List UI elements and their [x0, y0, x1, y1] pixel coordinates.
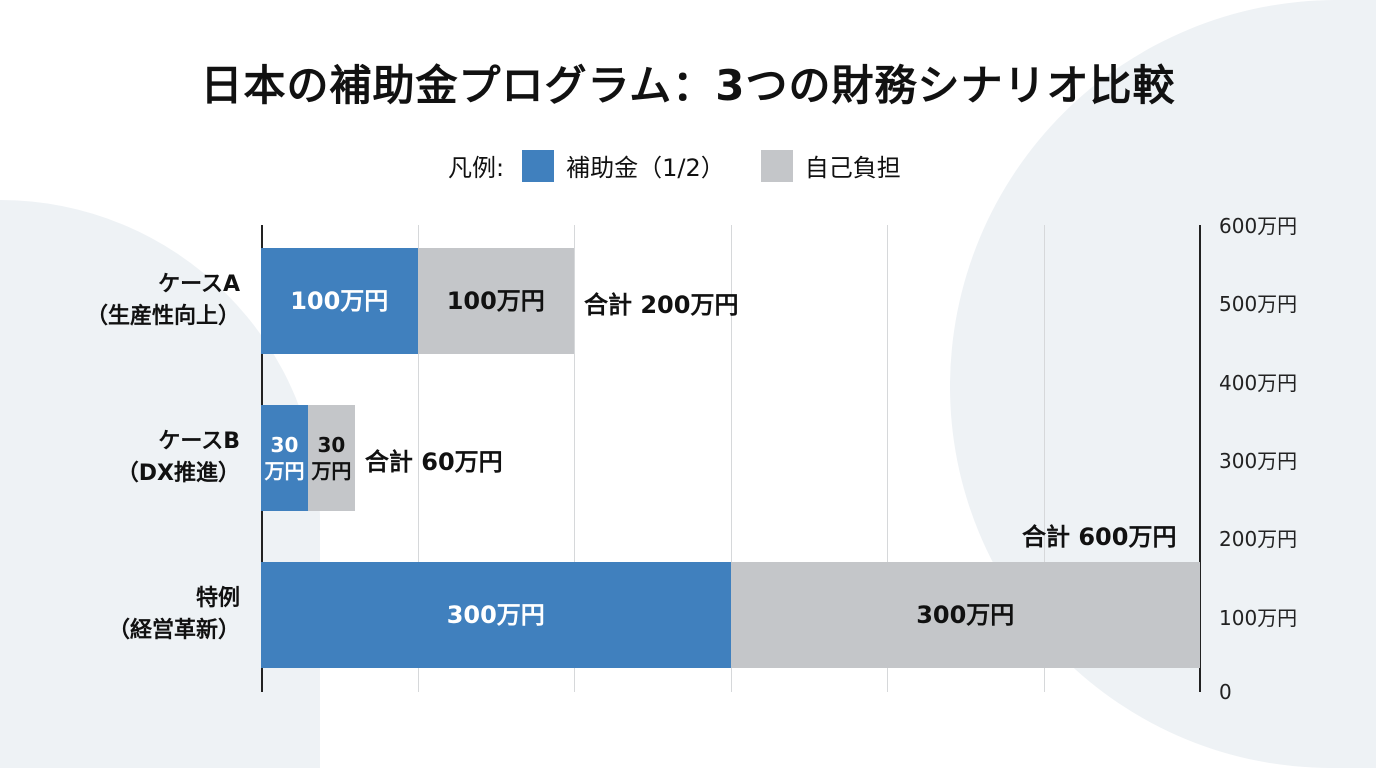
legend: 凡例: 補助金（1/2） 自己負担 — [448, 148, 901, 183]
right-axis-tick-label: 500万円 — [1219, 292, 1298, 317]
bar-segment-self: 30 万円 — [307, 405, 355, 511]
category-label-line2: （経営革新） — [107, 618, 240, 643]
right-axis-tick-label: 100万円 — [1219, 605, 1298, 630]
right-axis-tick-label: 200万円 — [1219, 527, 1298, 552]
bar-segment-self: 300万円 — [730, 562, 1200, 668]
category-label-line1: ケースB — [158, 429, 240, 454]
legend-swatch-self — [760, 149, 793, 182]
gridline — [1043, 225, 1045, 692]
right-axis-tick-label: 300万円 — [1219, 449, 1298, 473]
category-label-line2: （DX推進） — [116, 461, 240, 486]
bar-segment-subsidy: 30 万円 — [261, 405, 308, 511]
bar-total-label: 合計 200万円 — [584, 291, 739, 319]
right-axis-line — [1199, 225, 1201, 692]
legend-swatch-subsidy — [522, 149, 555, 182]
bar-segment-subsidy: 300万円 — [261, 562, 731, 668]
gridline — [887, 225, 888, 692]
gridline — [730, 225, 732, 692]
legend-item-subsidy: 補助金（1/2） — [566, 154, 725, 182]
right-axis-tick-label: 400万円 — [1219, 370, 1298, 395]
bar-segment-self: 100万円 — [417, 248, 574, 354]
category-label: 特例 （経営革新） — [0, 583, 240, 647]
bar-segment-subsidy: 100万円 — [261, 248, 418, 354]
right-axis-tick-label: 600万円 — [1219, 214, 1298, 238]
gridline — [417, 225, 419, 692]
gridline — [574, 225, 575, 692]
bar-total-label: 合計 600万円 — [1022, 523, 1177, 551]
category-label-line2: （生産性向上） — [85, 304, 240, 329]
category-label-line1: 特例 — [195, 586, 240, 611]
legend-item-self: 自己負担 — [804, 154, 901, 182]
category-label-line1: ケースA — [158, 272, 240, 297]
category-label: ケースA （生産性向上） — [0, 269, 240, 333]
bar-total-label: 合計 60万円 — [364, 448, 503, 476]
right-axis-tick-label: 0 — [1219, 680, 1232, 704]
chart-title: 日本の補助金プログラム：3つの財務シナリオ比較 — [200, 61, 1176, 110]
legend-label: 凡例: — [448, 154, 505, 182]
category-label: ケースB （DX推進） — [0, 426, 240, 490]
